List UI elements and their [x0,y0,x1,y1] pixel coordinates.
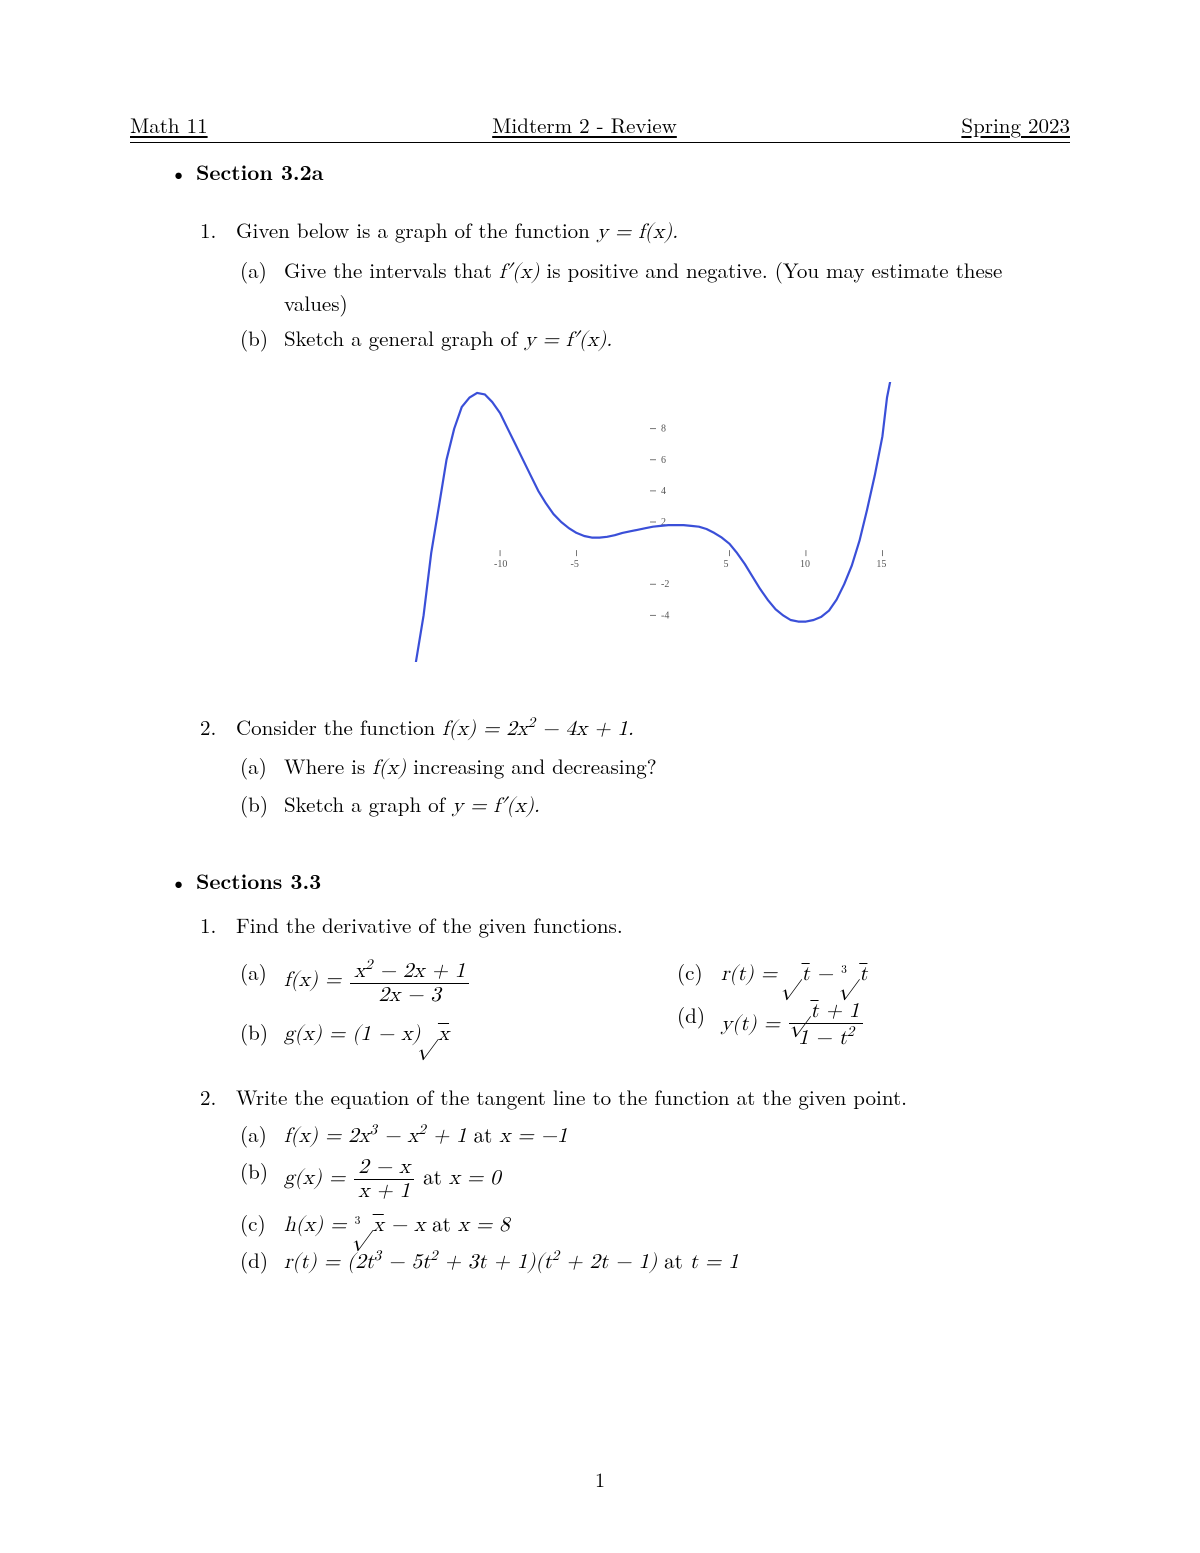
p1b-text: Sketch a general graph of [284,323,524,353]
s33-problem-1: 1. Find the derivative of the given func… [230,910,1070,1054]
svg-text:4: 4 [661,486,666,497]
p1b-math: y = f′(x). [524,330,612,351]
header-course: Math 11 [130,110,208,140]
p2b-text: Sketch a graph of [284,789,452,819]
p1-prompt-text: Given below is a graph of the function [236,215,597,245]
page-number: 1 [0,1464,1200,1493]
p1-subparts: (a) Give the intervals that f′(x) is pos… [236,255,1070,356]
sub-label: (b) [240,1017,268,1047]
s33-p2c: (c) h(x) = 3√x − x at x = 8 [280,1208,1070,1241]
s33-p1d-math: y(t) = √t + 11 − t2 [721,1014,865,1035]
s33-p1c-math: r(t) = √t − 3√t [721,964,867,985]
sub-label: (d) [240,1245,268,1275]
sub-label: (c) [677,957,703,987]
p1a: (a) Give the intervals that f′(x) is pos… [280,255,1070,319]
p1b: (b) Sketch a general graph of y = f′(x). [280,323,1070,356]
s33-p2d: (d) r(t) = (2t3 − 5t2 + 3t + 1)(t2 + 2t … [280,1245,1070,1278]
sub-label: (b) [240,789,268,819]
s33-p1a: (a) f(x) = x2 − 2x + 12x − 3 [280,957,633,1007]
svg-text:-5: -5 [571,559,579,570]
section-3-2a-problems: 1. Given below is a graph of the functio… [196,215,1070,822]
svg-text:15: 15 [876,559,886,570]
page: Math 11 Midterm 2 - Review Spring 2023 S… [0,0,1200,1553]
p2a-tail: increasing and decreasing? [406,751,657,781]
s33-p1-right-items: (c) r(t) = √t − 3√t (d) y(t) = √t + 11 −… [673,957,1070,1051]
p2a-math: f(x) [372,758,406,779]
section-3-3-problems: 1. Find the derivative of the given func… [196,910,1070,1278]
section-3-2a-title: Section 3.2a [196,157,323,187]
sub-label: (a) [240,255,267,285]
s33-p1-prompt: Find the derivative of the given functio… [236,910,623,940]
s33-p1b-math: g(x) = (1 − x)√x [284,1024,449,1045]
problem-number: 1. [200,910,216,940]
problem-number: 1. [200,215,216,245]
s33-p2-prompt: Write the equation of the tangent line t… [236,1082,907,1112]
p1-prompt-math: y = f(x). [597,222,678,243]
s33-p1-col-right: (c) r(t) = √t − 3√t (d) y(t) = √t + 11 −… [673,951,1070,1055]
s33-problem-2: 2. Write the equation of the tangent lin… [230,1082,1070,1278]
section-3-3: Sections 3.3 1. Find the derivative of t… [166,866,1070,1278]
s33-p2d-math: r(t) = (2t3 − 5t2 + 3t + 1)(t2 + 2t − 1)… [284,1252,739,1273]
svg-text:10: 10 [800,559,810,570]
s33-p2a: (a) f(x) = 2x3 − x2 + 1 at x = −1 [280,1119,1070,1152]
s33-p1d: (d) y(t) = √t + 11 − t2 [717,1000,1070,1050]
p1a-math: f′(x) [499,262,539,283]
graph-container: -4-22468-10-551015 [236,382,1070,669]
p2-subparts: (a) Where is f(x) increasing and decreas… [236,751,1070,822]
s33-p2b-math: g(x) = 2 − xx + 1 at x = 0 [284,1168,501,1189]
p2b-math: y = f′(x). [452,796,540,817]
s33-p1b: (b) g(x) = (1 − x)√x [280,1017,633,1050]
s33-p1-col-left: (a) f(x) = x2 − 2x + 12x − 3 (b) g(x) = … [236,951,633,1055]
problem-number: 2. [200,712,216,742]
sub-label: (b) [240,1156,268,1186]
problem-2: 2. Consider the function f(x) = 2x2 − 4x… [230,712,1070,822]
sub-label: (d) [677,1000,705,1030]
function-graph: -4-22468-10-551015 [393,382,913,662]
svg-text:5: 5 [723,559,728,570]
p2a-text: Where is [284,751,372,781]
sub-label: (a) [240,1119,267,1149]
svg-text:-10: -10 [494,559,507,570]
s33-p2b: (b) g(x) = 2 − xx + 1 at x = 0 [280,1156,1070,1203]
svg-text:6: 6 [661,455,666,466]
header-title: Midterm 2 - Review [492,110,677,140]
svg-text:8: 8 [661,424,666,435]
s33-p1-columns: (a) f(x) = x2 − 2x + 12x − 3 (b) g(x) = … [236,951,1070,1055]
svg-text:-4: -4 [661,611,669,622]
s33-p1c: (c) r(t) = √t − 3√t [717,957,1070,990]
p2a: (a) Where is f(x) increasing and decreas… [280,751,1070,784]
sub-label: (c) [240,1208,266,1238]
svg-text:-2: -2 [661,579,669,590]
s33-p2c-math: h(x) = 3√x − x at x = 8 [284,1215,510,1236]
p1a-text: Give the intervals that [284,255,499,285]
p2b: (b) Sketch a graph of y = f′(x). [280,789,1070,822]
header-term: Spring 2023 [961,110,1070,140]
s33-p2-subparts: (a) f(x) = 2x3 − x2 + 1 at x = −1 (b) g(… [236,1119,1070,1279]
sub-label: (b) [240,323,268,353]
content: Section 3.2a 1. Given below is a graph o… [130,157,1070,1278]
sub-label: (a) [240,751,267,781]
problem-1: 1. Given below is a graph of the functio… [230,215,1070,669]
page-header: Math 11 Midterm 2 - Review Spring 2023 [130,110,1070,143]
section-3-2a: Section 3.2a 1. Given below is a graph o… [166,157,1070,822]
p2-prompt-math: f(x) = 2x2 − 4x + 1. [442,719,634,740]
s33-p1a-math: f(x) = x2 − 2x + 12x − 3 [284,970,471,991]
sub-label: (a) [240,957,267,987]
section-3-3-title: Sections 3.3 [196,866,321,896]
problem-number: 2. [200,1082,216,1112]
s33-p1-left-items: (a) f(x) = x2 − 2x + 12x − 3 (b) g(x) = … [236,957,633,1051]
p2-prompt-text: Consider the function [236,712,442,742]
s33-p2a-math: f(x) = 2x3 − x2 + 1 at x = −1 [284,1126,568,1147]
